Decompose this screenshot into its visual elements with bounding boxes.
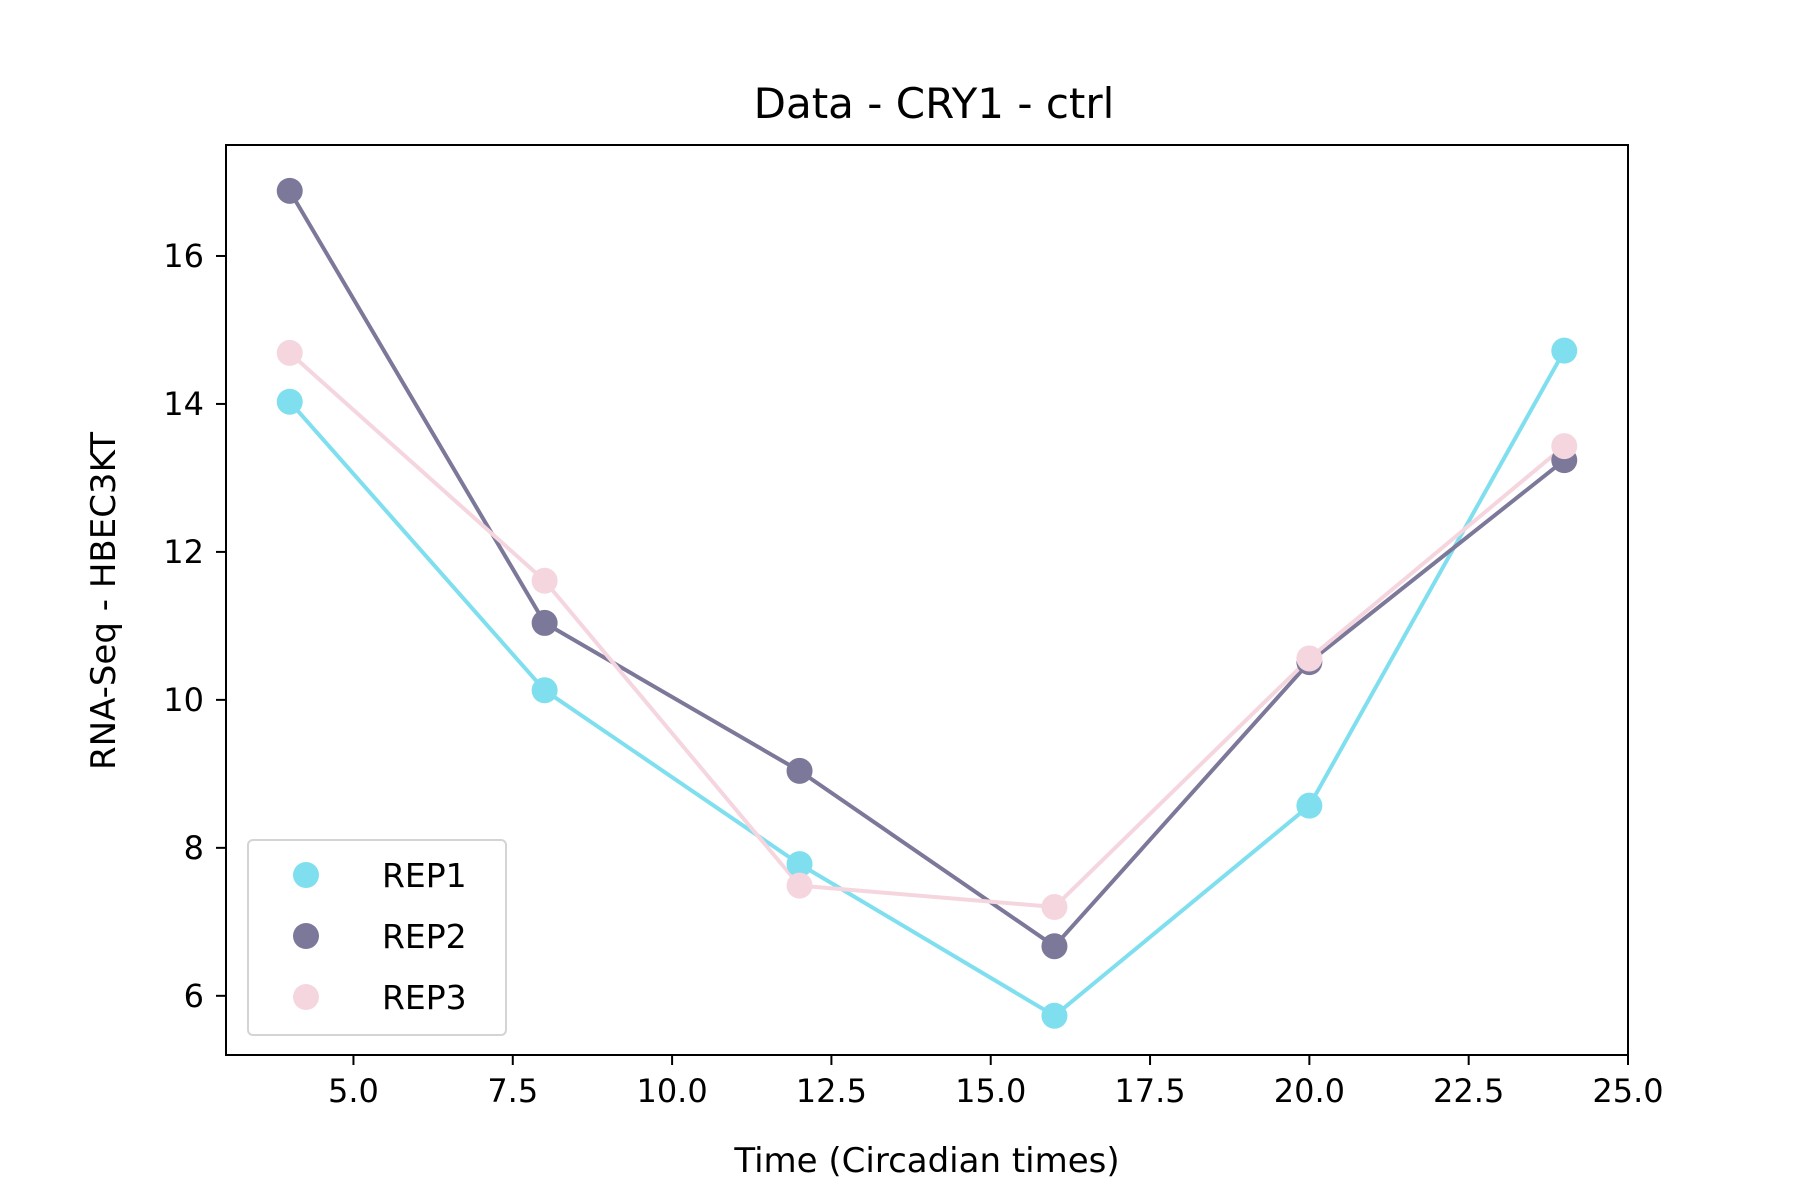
plot-frame — [225, 144, 1629, 1056]
data-point-rep2 — [786, 757, 813, 784]
x-tick-label: 7.5 — [487, 1072, 538, 1110]
legend-marker-rep2 — [293, 923, 319, 949]
y-tick-label: 10 — [163, 681, 204, 719]
data-point-rep2 — [531, 609, 558, 636]
x-tick-label: 15.0 — [955, 1072, 1026, 1110]
legend-label-rep3: REP3 — [382, 978, 467, 1017]
legend-box — [247, 839, 507, 1036]
data-point-rep3 — [276, 339, 303, 366]
data-point-rep3 — [1296, 645, 1323, 672]
y-tick-label: 16 — [163, 237, 204, 275]
plot-area — [225, 144, 1629, 1056]
x-tick-label: 22.5 — [1433, 1072, 1504, 1110]
data-point-rep1 — [1296, 792, 1323, 819]
y-tick-label: 6 — [184, 977, 204, 1015]
legend-label-rep1: REP1 — [382, 856, 467, 895]
y-axis: 6 8 10 12 14 16 — [163, 237, 226, 1015]
x-tick-label: 5.0 — [328, 1072, 379, 1110]
y-tick-label: 14 — [163, 385, 204, 423]
data-point-rep1 — [1041, 1002, 1068, 1029]
legend: REP1 REP2 REP3 — [247, 839, 507, 1036]
x-tick-label: 12.5 — [796, 1072, 867, 1110]
x-tick-label: 10.0 — [636, 1072, 707, 1110]
series-line-rep1 — [288, 349, 1567, 1018]
data-point-rep2 — [276, 177, 303, 204]
x-tick-label: 17.5 — [1114, 1072, 1185, 1110]
data-point-rep1 — [276, 388, 303, 415]
data-point-rep3 — [1041, 894, 1068, 921]
x-axis-label: Time (Circadian times) — [733, 1141, 1119, 1181]
data-point-rep1 — [786, 851, 813, 878]
series-line-rep3 — [288, 351, 1566, 909]
data-point-rep3 — [1551, 433, 1578, 460]
data-point-rep3 — [786, 872, 813, 899]
legend-marker-rep3 — [293, 984, 319, 1010]
chart-title: Data - CRY1 - ctrl — [754, 79, 1115, 128]
data-point-rep2 — [1041, 933, 1068, 960]
legend-marker-rep1 — [293, 862, 319, 888]
data-point-rep3 — [531, 567, 558, 594]
x-axis: 5.0 7.5 10.0 12.5 15.0 17.5 20.0 22.5 25.0 — [328, 1055, 1664, 1110]
x-tick-label: 25.0 — [1592, 1072, 1663, 1110]
x-tick-label: 20.0 — [1274, 1072, 1345, 1110]
y-axis-label: RNA-Seq - HBEC3KT — [84, 432, 124, 770]
data-point-rep1 — [1551, 337, 1578, 364]
y-tick-label: 8 — [184, 829, 204, 867]
series-line-rep2 — [287, 189, 1566, 949]
data-point-rep1 — [531, 677, 558, 704]
y-tick-label: 12 — [163, 533, 204, 571]
legend-label-rep2: REP2 — [382, 917, 467, 956]
